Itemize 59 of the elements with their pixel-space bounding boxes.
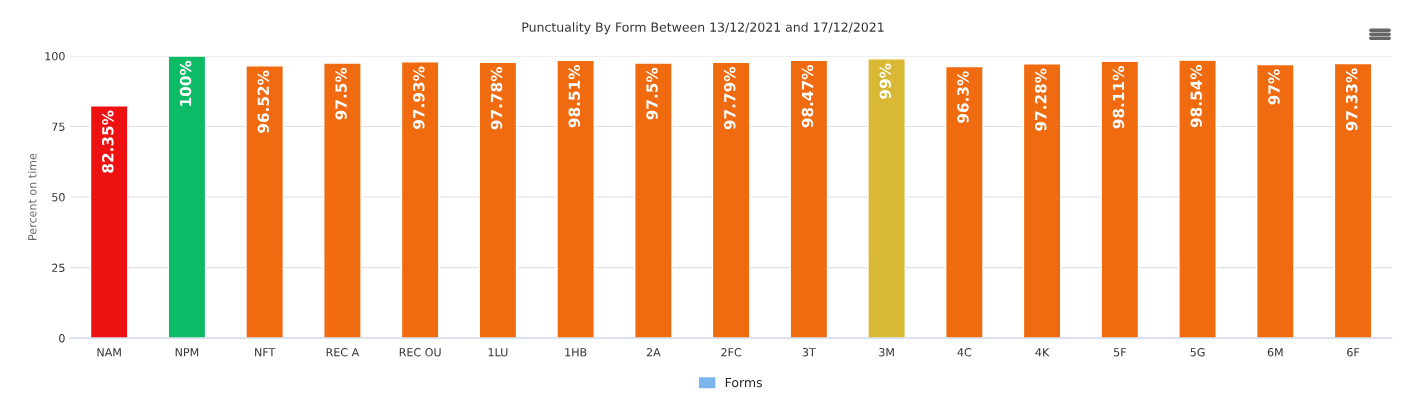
x-tick-label: 5F (1113, 348, 1126, 357)
bar (478, 61, 518, 339)
data-label: 97.93% (413, 66, 425, 129)
bar (167, 56, 207, 339)
data-label: 97.78% (490, 67, 503, 130)
y-tick-label: 0 (59, 334, 65, 343)
text: Forms (725, 377, 763, 388)
data-label: 97.79% (724, 66, 736, 130)
data-label: 97.33% (1345, 68, 1358, 131)
data-label: 96.3% (957, 71, 969, 123)
x-tick-label: 6M (1267, 348, 1283, 357)
data-label: 82.35% (102, 110, 114, 173)
bar (1100, 60, 1140, 339)
bar (634, 62, 673, 339)
x-tick-label: 4K (1035, 348, 1050, 357)
y-axis-title: Percent on time (27, 153, 37, 240)
y-tick-label: 50 (52, 193, 65, 202)
x-tick-label: 4C (957, 348, 972, 357)
data-label: 97.5% (335, 67, 347, 120)
bar (89, 105, 129, 339)
x-tick-label: REC A (326, 348, 360, 357)
x-tick-label: 1HB (565, 348, 587, 357)
data-label: 98.54% (1190, 64, 1203, 128)
x-tick-label: NFT (255, 348, 276, 357)
bar (1022, 62, 1062, 339)
bar (867, 58, 906, 339)
data-label: 98.11% (1112, 66, 1125, 129)
chart-title: Punctuality By Form Between 13/12/2021 and 17/12/2021 (522, 22, 884, 35)
bar (245, 65, 285, 339)
data-label: 99% (879, 63, 892, 99)
data-label: 97% (1268, 69, 1280, 105)
x-tick-label: 2A (646, 348, 661, 357)
bar (556, 59, 595, 339)
data-label: 100% (179, 60, 192, 106)
bar (711, 61, 751, 339)
bar (323, 62, 362, 339)
bar (1178, 59, 1217, 339)
data-label: 98.47% (801, 65, 814, 128)
y-tick-label: 75 (52, 122, 65, 131)
x-tick-label: REC OU (399, 348, 441, 357)
bar (789, 59, 829, 339)
x-tick-label: 5G (1190, 348, 1205, 357)
bar (400, 61, 440, 339)
x-tick-label: 3T (802, 348, 816, 357)
y-tick-label: 100 (45, 51, 65, 61)
x-tick-label: 6F (1347, 348, 1360, 357)
x-tick-label: 1LU (488, 348, 508, 357)
x-tick-label: 2FC (721, 348, 742, 357)
x-tick-label: NPM (175, 348, 199, 357)
data-label: 98.51% (568, 64, 581, 128)
x-tick-label: 3M (879, 348, 894, 357)
y-tick-label: 25 (52, 263, 65, 272)
data-label: 97.5% (646, 67, 658, 120)
bar (1333, 62, 1373, 339)
x-tick-label: NAM (97, 348, 121, 357)
bar (944, 65, 984, 339)
data-label: 97.28% (1034, 68, 1047, 131)
data-label: 96.52% (257, 70, 270, 133)
bar (1255, 63, 1295, 339)
